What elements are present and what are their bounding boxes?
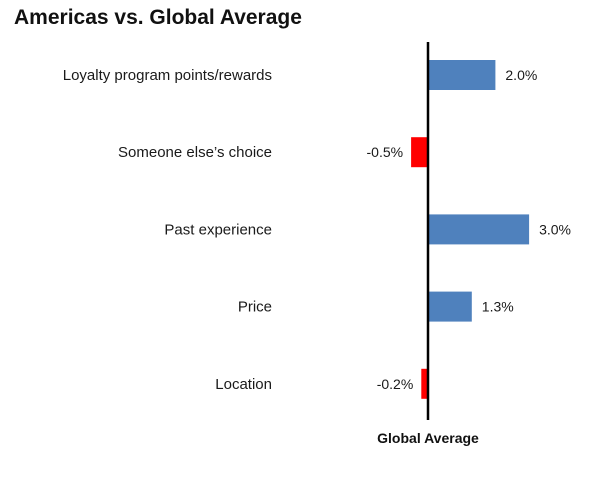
labels-layer: Loyalty program points/rewards 2.0% Someon… <box>63 67 571 393</box>
value-label-loyalty-program-points-rewards: 2.0% <box>505 67 537 83</box>
x-axis-title: Global Average <box>377 430 479 446</box>
bar-someone-else-s-choice <box>411 137 428 168</box>
bar-price <box>428 291 472 322</box>
category-label-loyalty-program-points-rewards: Loyalty program points/rewards <box>63 67 272 84</box>
category-label-price: Price <box>238 299 272 316</box>
value-label-someone-else-s-choice: -0.5% <box>367 144 404 160</box>
bar-location <box>421 368 428 399</box>
value-label-price: 1.3% <box>482 299 514 315</box>
chart-title: Americas vs. Global Average <box>14 6 302 29</box>
value-label-past-experience: 3.0% <box>539 221 571 237</box>
bar-loyalty-program-points-rewards <box>428 60 496 90</box>
bars-layer <box>411 60 530 399</box>
category-label-someone-else-s-choice: Someone else’s choice <box>118 144 272 161</box>
category-label-past-experience: Past experience <box>164 221 272 238</box>
value-label-location: -0.2% <box>377 376 414 392</box>
bar-past-experience <box>428 214 530 245</box>
category-label-location: Location <box>215 376 272 393</box>
